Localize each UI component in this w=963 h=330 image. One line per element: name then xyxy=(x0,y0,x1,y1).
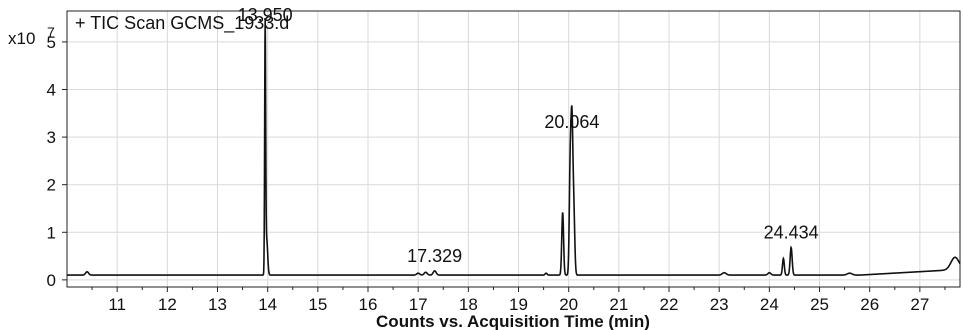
y-tick-label: 1 xyxy=(47,223,56,242)
x-tick-label: 15 xyxy=(308,295,327,314)
peak-label: 17.329 xyxy=(407,246,462,266)
y-tick-label: 5 xyxy=(47,33,56,52)
x-tick-label: 23 xyxy=(710,295,729,314)
x-tick-label: 11 xyxy=(108,295,126,314)
x-tick-label: 18 xyxy=(459,295,478,314)
x-axis-title: Counts vs. Acquisition Time (min) xyxy=(376,312,650,330)
y-tick-label: 0 xyxy=(47,271,56,290)
peak-label: 13.950 xyxy=(238,5,293,25)
y-multiplier-label: x10 xyxy=(8,29,35,48)
y-tick-label: 4 xyxy=(47,81,56,100)
x-tick-label: 25 xyxy=(810,295,829,314)
x-tick-label: 16 xyxy=(359,295,378,314)
x-axis: 11 12 13 14 15 16 17 18 19 20 21 22 23 24 25 26 27 xyxy=(91,287,946,314)
x-tick-label: 20 xyxy=(559,295,578,314)
peak-label: 20.064 xyxy=(544,112,599,132)
x-tick-label: 27 xyxy=(910,295,929,314)
y-exponent-label: 7 xyxy=(47,24,55,40)
plot-frame xyxy=(66,10,961,288)
x-tick-label: 26 xyxy=(860,295,879,314)
x-tick-label: 24 xyxy=(760,295,779,314)
x-tick-label: 14 xyxy=(258,295,277,314)
grid-lines xyxy=(67,11,960,287)
x-tick-label: 13 xyxy=(208,295,227,314)
x-tick-label: 19 xyxy=(509,295,528,314)
peak-annotations: 13.950 17.329 20.064 24.434 xyxy=(238,5,819,266)
y-tick-label: 2 xyxy=(47,176,56,195)
chart-title: + TIC Scan GCMS_1933.d xyxy=(75,13,289,34)
x-tick-label: 17 xyxy=(409,295,428,314)
y-tick-label: 3 xyxy=(47,128,56,147)
x-tick-label: 12 xyxy=(158,295,177,314)
peak-label: 24.434 xyxy=(764,223,819,243)
y-axis: 0 1 2 3 4 5 xyxy=(47,33,67,290)
tic-trace-line xyxy=(67,18,961,276)
x-tick-label: 21 xyxy=(609,295,628,314)
x-tick-label: 22 xyxy=(660,295,679,314)
